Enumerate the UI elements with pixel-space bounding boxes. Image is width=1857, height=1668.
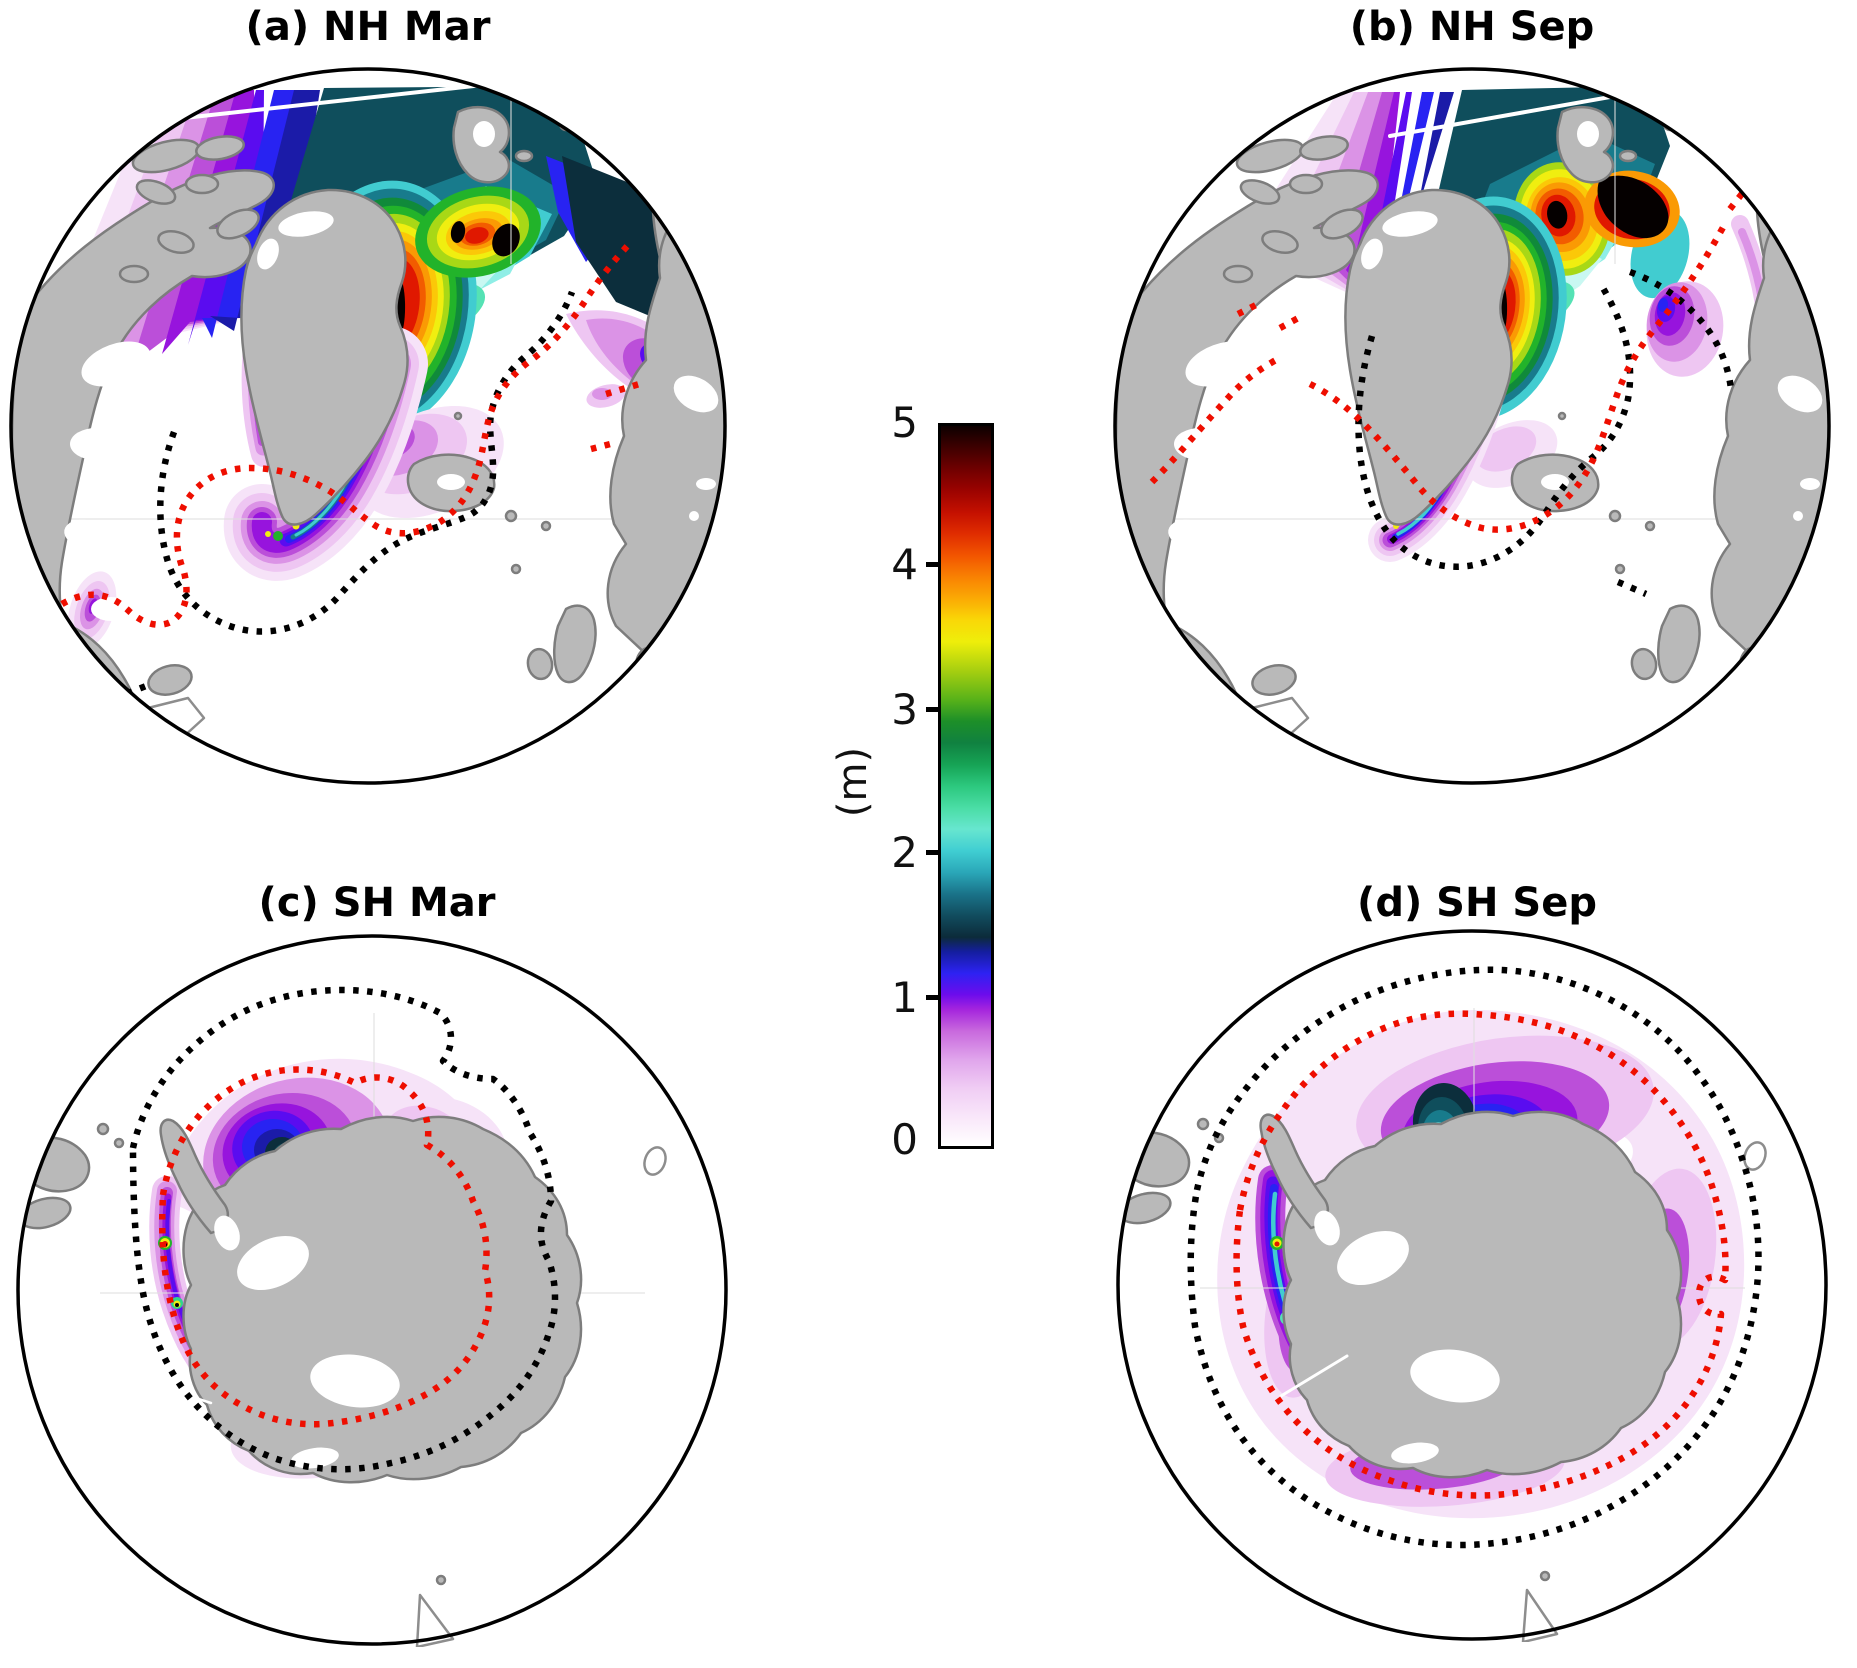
colorbar xyxy=(938,423,994,1149)
graticule-white-segment xyxy=(1279,1354,1349,1398)
panel-c-title: (c) SH Mar xyxy=(258,880,496,926)
land-layer xyxy=(1115,105,1829,783)
black-dotted-contour xyxy=(99,290,576,708)
colorbar-tick-1 xyxy=(926,995,940,1000)
colorbar-tick-4 xyxy=(926,562,940,567)
black-dotted-contour xyxy=(1355,268,1735,597)
colorbar-label-5: 5 xyxy=(891,398,918,447)
colorbar-label-4: 4 xyxy=(891,540,918,589)
colorbar-tick-3 xyxy=(926,707,940,712)
colorbar-label-2: 2 xyxy=(891,828,918,877)
map-boundary-circle xyxy=(1113,67,1831,785)
panel-b-title: (b) NH Sep xyxy=(1349,4,1595,50)
land-layer xyxy=(18,1115,671,1484)
colorbar-tick-2 xyxy=(926,850,940,855)
colorbar-label-3: 3 xyxy=(891,685,918,734)
map-boundary-circle xyxy=(1116,929,1828,1641)
map-boundary-circle xyxy=(9,67,727,785)
sh-sep-map xyxy=(1116,929,1828,1642)
black-dotted-contour xyxy=(129,986,559,1473)
nh-mar-map xyxy=(9,67,727,785)
panel-d-title: (d) SH Sep xyxy=(1357,880,1597,926)
panel-a-title: (a) NH Mar xyxy=(245,4,491,50)
colorbar-label-0: 0 xyxy=(891,1115,918,1164)
black-dotted-contour xyxy=(1187,966,1762,1549)
nh-sep-map xyxy=(1113,67,1831,785)
colorbar-gradient xyxy=(941,426,991,1146)
colorbar-unit-label: (m) xyxy=(830,746,876,818)
colorbar-label-1: 1 xyxy=(891,973,918,1022)
island-outside-boundary xyxy=(415,1593,455,1647)
map-boundary-circle xyxy=(16,934,728,1646)
sh-mar-map xyxy=(16,934,728,1647)
red-dotted-contour xyxy=(1149,183,1751,533)
